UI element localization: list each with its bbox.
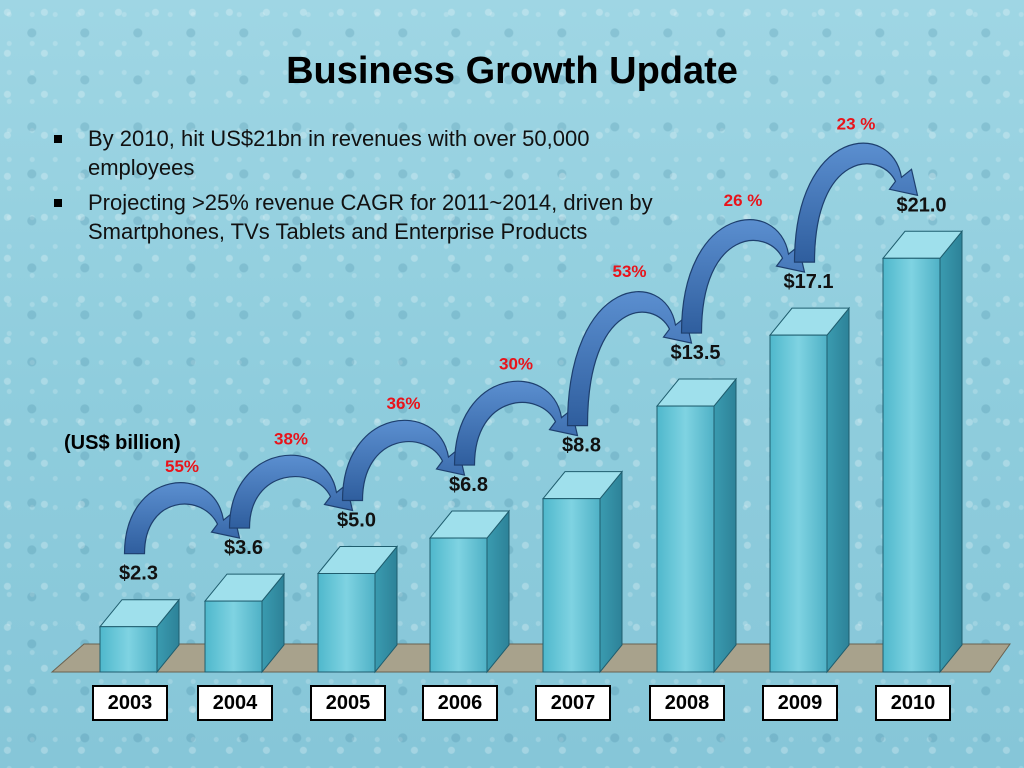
bar-2009 xyxy=(768,306,851,674)
chart-floor xyxy=(50,643,1011,673)
value-label: $8.8 xyxy=(562,435,601,457)
growth-arrow xyxy=(793,142,919,263)
bar-front xyxy=(204,600,263,673)
value-label: $17.1 xyxy=(783,271,833,293)
bullet-item: By 2010, hit US$21bn in revenues with ov… xyxy=(46,124,666,182)
growth-label: 26 % xyxy=(724,191,763,210)
bar-front xyxy=(882,257,941,673)
year-label: 2003 xyxy=(92,685,168,721)
bar-2004 xyxy=(203,572,286,674)
year-label: 2008 xyxy=(649,685,725,721)
growth-arrow xyxy=(228,454,354,529)
bar-side xyxy=(939,229,963,674)
growth-label: 36% xyxy=(386,394,420,413)
growth-label: 55% xyxy=(165,457,199,476)
bar-2007 xyxy=(541,470,624,674)
bar-side xyxy=(826,306,850,674)
year-label: 2004 xyxy=(197,685,273,721)
bullet-text: Projecting >25% revenue CAGR for 2011~20… xyxy=(88,190,653,244)
growth-arrow xyxy=(123,482,241,555)
growth-label: 38% xyxy=(274,430,308,449)
bar-front xyxy=(317,573,376,673)
bullet-list: By 2010, hit US$21bn in revenues with ov… xyxy=(46,124,666,252)
year-label: 2007 xyxy=(535,685,611,721)
value-label: $5.0 xyxy=(337,510,376,532)
year-label: 2005 xyxy=(310,685,386,721)
value-label: $6.8 xyxy=(449,474,488,496)
bar-side xyxy=(599,470,623,674)
growth-label: 23 % xyxy=(837,114,876,133)
bar-2006 xyxy=(428,509,511,674)
bullet-item: Projecting >25% revenue CAGR for 2011~20… xyxy=(46,188,666,246)
bullet-text: By 2010, hit US$21bn in revenues with ov… xyxy=(88,126,590,180)
year-label: 2009 xyxy=(762,685,838,721)
bar-2003 xyxy=(98,598,181,674)
bar-2008 xyxy=(655,377,738,674)
bar-front xyxy=(769,334,828,673)
value-label: $3.6 xyxy=(224,537,263,559)
year-label: 2006 xyxy=(422,685,498,721)
bar-2005 xyxy=(316,545,399,674)
bullet-square-icon xyxy=(54,199,62,207)
year-label: 2010 xyxy=(875,685,951,721)
bar-side xyxy=(486,509,510,674)
growth-arrow xyxy=(341,419,466,502)
growth-label: 30% xyxy=(499,355,533,374)
bar-front xyxy=(542,498,601,673)
growth-label: 53% xyxy=(612,262,646,281)
growth-arrow xyxy=(453,380,579,466)
bar-front xyxy=(99,626,158,673)
value-label: $13.5 xyxy=(670,342,720,364)
bullet-square-icon xyxy=(54,135,62,143)
value-label: $2.3 xyxy=(119,563,158,585)
unit-label: (US$ billion) xyxy=(64,432,181,454)
bar-front xyxy=(656,405,715,673)
bar-side xyxy=(713,377,737,674)
slide-title: Business Growth Update xyxy=(286,50,738,92)
value-label: $21.0 xyxy=(896,194,946,216)
bar-2010 xyxy=(881,229,964,674)
bar-front xyxy=(429,537,488,673)
